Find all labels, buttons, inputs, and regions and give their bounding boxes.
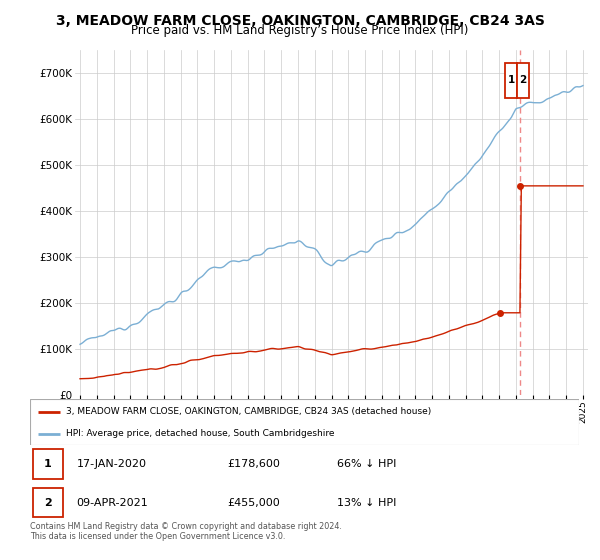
Bar (33, 488, 63, 517)
Bar (505, 63, 517, 97)
Text: HPI: Average price, detached house, South Cambridgeshire: HPI: Average price, detached house, Sout… (65, 429, 334, 438)
Text: 13% ↓ HPI: 13% ↓ HPI (337, 498, 397, 507)
Text: 66% ↓ HPI: 66% ↓ HPI (337, 459, 397, 469)
Text: 3, MEADOW FARM CLOSE, OAKINGTON, CAMBRIDGE, CB24 3AS (detached house): 3, MEADOW FARM CLOSE, OAKINGTON, CAMBRID… (65, 407, 431, 416)
Text: £178,600: £178,600 (227, 459, 281, 469)
Bar (517, 63, 529, 97)
Text: 2: 2 (44, 498, 52, 507)
Text: 1: 1 (508, 75, 515, 85)
Text: 1: 1 (44, 459, 52, 469)
Text: 3, MEADOW FARM CLOSE, OAKINGTON, CAMBRIDGE, CB24 3AS: 3, MEADOW FARM CLOSE, OAKINGTON, CAMBRID… (56, 14, 544, 28)
Text: 2: 2 (520, 75, 527, 85)
Text: Price paid vs. HM Land Registry’s House Price Index (HPI): Price paid vs. HM Land Registry’s House … (131, 24, 469, 36)
Text: Contains HM Land Registry data © Crown copyright and database right 2024.
This d: Contains HM Land Registry data © Crown c… (30, 522, 342, 542)
Text: 17-JAN-2020: 17-JAN-2020 (77, 459, 146, 469)
FancyBboxPatch shape (30, 399, 579, 445)
Text: £455,000: £455,000 (227, 498, 280, 507)
Text: 09-APR-2021: 09-APR-2021 (77, 498, 148, 507)
Bar (33, 449, 63, 479)
